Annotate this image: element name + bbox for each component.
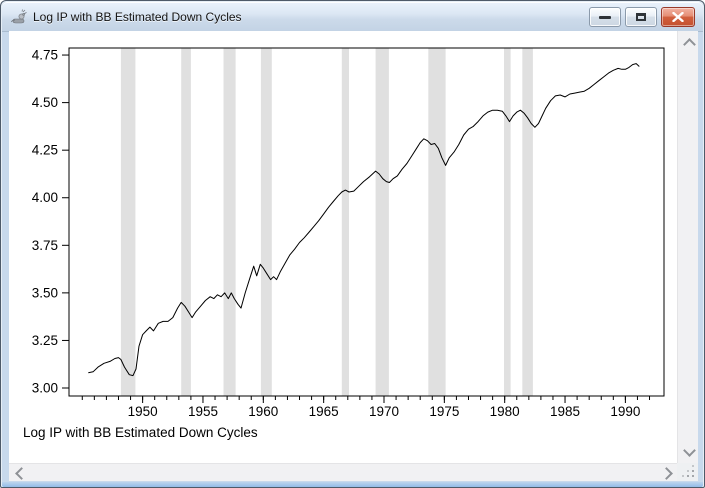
x-tick-label: 1970 xyxy=(369,404,399,419)
resize-grip-icon[interactable] xyxy=(692,475,694,477)
x-tick-label: 1955 xyxy=(188,404,218,419)
y-tick-label: 4.75 xyxy=(32,48,58,63)
x-tick-label: 1975 xyxy=(429,404,459,419)
scroll-up-icon[interactable] xyxy=(683,38,696,51)
close-button[interactable] xyxy=(661,7,695,27)
scroll-left-icon[interactable] xyxy=(15,467,28,480)
y-tick-label: 3.25 xyxy=(32,333,58,348)
line-chart: 3.00 3.25 3.50 3.75 4.00 4.25 4.50 4.75 1950 1955… xyxy=(32,47,665,419)
down-cycle-band xyxy=(428,48,446,396)
down-cycle-band xyxy=(223,48,236,396)
series-line-log-ip xyxy=(88,63,640,377)
down-cycle-band xyxy=(260,48,272,396)
window-controls xyxy=(585,7,695,27)
y-tick-label: 4.25 xyxy=(32,143,58,158)
y-tick-label: 4.50 xyxy=(32,95,58,110)
chart-caption: Log IP with BB Estimated Down Cycles xyxy=(23,425,258,440)
horizontal-scrollbar[interactable] xyxy=(9,463,677,481)
plot-frame xyxy=(68,47,665,397)
y-tick-label: 3.75 xyxy=(32,238,58,253)
down-cycle-band xyxy=(504,48,511,396)
scroll-down-icon[interactable] xyxy=(683,444,696,457)
window-frame-bottom xyxy=(2,482,703,487)
title-bar[interactable]: Log IP with BB Estimated Down Cycles xyxy=(2,2,703,32)
x-tick-label: 1965 xyxy=(309,404,339,419)
x-tick-label: 1985 xyxy=(550,404,580,419)
scrollbar-corner xyxy=(677,463,698,481)
minimize-button[interactable] xyxy=(589,7,621,27)
minimize-icon xyxy=(599,15,611,19)
close-icon xyxy=(672,12,684,22)
maximize-icon xyxy=(636,13,646,21)
window-title: Log IP with BB Estimated Down Cycles xyxy=(33,9,242,24)
chart-area: 3.00 3.25 3.50 3.75 4.00 4.25 4.50 4.75 1950 1955… xyxy=(9,31,677,463)
x-tick-label: 1980 xyxy=(490,404,520,419)
y-tick-label: 3.50 xyxy=(32,285,58,300)
y-tick-label: 3.00 xyxy=(32,381,58,396)
client-area: 3.00 3.25 3.50 3.75 4.00 4.25 4.50 4.75 1950 1955… xyxy=(9,31,698,481)
maximize-button[interactable] xyxy=(625,7,657,27)
down-cycle-band xyxy=(522,48,533,396)
app-icon xyxy=(11,8,27,23)
vertical-scrollbar[interactable] xyxy=(677,31,698,463)
x-tick-label: 1960 xyxy=(248,404,278,419)
x-tick-label: 1950 xyxy=(128,404,158,419)
scroll-right-icon[interactable] xyxy=(660,467,673,480)
x-tick-label: 1990 xyxy=(610,404,640,419)
down-cycle-band xyxy=(120,48,136,396)
down-cycle-band xyxy=(375,48,389,396)
down-cycle-band xyxy=(341,48,349,396)
down-cycle-band xyxy=(181,48,191,396)
y-tick-label: 4.00 xyxy=(32,190,58,205)
